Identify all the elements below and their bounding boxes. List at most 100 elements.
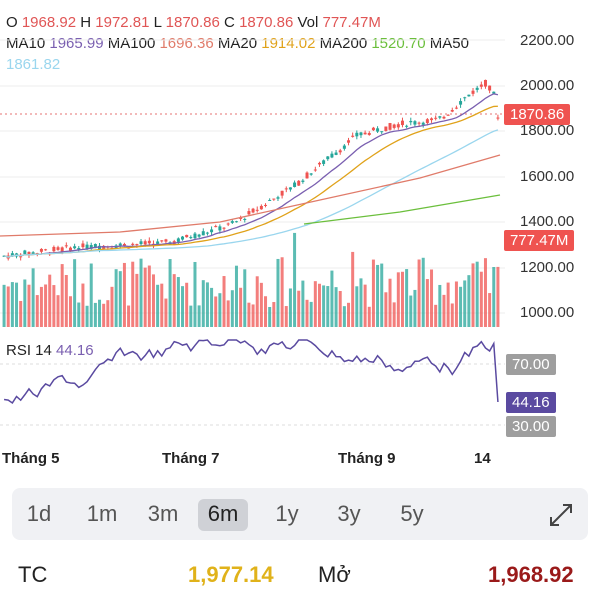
rsi-line	[3, 339, 499, 404]
candle-body	[60, 247, 64, 252]
volume-bar	[459, 286, 463, 327]
price-chart[interactable]	[0, 0, 600, 440]
volume-bar	[280, 257, 284, 327]
open-label: O	[6, 14, 18, 31]
candle-body	[363, 132, 367, 135]
tab-6m[interactable]: 6m	[198, 499, 248, 531]
volume-bar	[351, 251, 355, 327]
candle-body	[317, 162, 321, 165]
ma20-value: 1914.02	[261, 35, 316, 52]
volume-bar	[44, 284, 48, 327]
ma10-label: MA10	[6, 35, 46, 52]
candle-body	[139, 241, 143, 245]
expand-arrows-icon[interactable]	[548, 502, 574, 528]
candle-body	[301, 180, 305, 182]
close-value: 1870.86	[239, 14, 294, 31]
candle-body	[421, 122, 425, 125]
candle-body	[371, 127, 375, 131]
tab-3m[interactable]: 3m	[147, 501, 179, 526]
candle-body	[483, 79, 487, 87]
candle-body	[459, 101, 463, 105]
candle-body	[197, 234, 201, 237]
volume-bar	[205, 282, 209, 327]
candle-body	[64, 245, 68, 247]
volume-bar	[259, 282, 263, 327]
volume-bar	[197, 305, 201, 327]
ma200-label: MA200	[319, 35, 368, 52]
volume-bar	[425, 279, 429, 327]
ma10-value: 1965.99	[49, 35, 104, 52]
volume-bar	[222, 276, 226, 327]
volume-bar	[450, 303, 454, 327]
volume-bar	[27, 284, 31, 327]
tab-3y[interactable]: 3y	[337, 501, 361, 526]
volume-bar	[322, 285, 326, 327]
candle-body	[19, 256, 23, 258]
candle-body	[251, 208, 255, 213]
candle-body	[405, 125, 409, 127]
candle-body	[118, 243, 122, 246]
candle-body	[326, 156, 330, 160]
candle-body	[284, 188, 288, 190]
volume-bar	[268, 306, 272, 327]
month-label: Tháng 9	[338, 450, 396, 467]
candle-body	[81, 243, 85, 248]
tab-5y[interactable]: 5y	[400, 501, 424, 526]
candle-body	[488, 85, 492, 91]
candle-body	[176, 238, 180, 242]
candle-body	[27, 251, 31, 255]
volume-bar	[189, 305, 193, 327]
volume-bar	[122, 262, 126, 327]
volume-bar	[131, 261, 135, 327]
last-volume-tag: 777.47M	[504, 230, 575, 251]
volume-bar	[185, 282, 189, 327]
volume-bar	[214, 296, 218, 327]
candle-body	[93, 244, 97, 249]
volume-bar	[2, 284, 6, 327]
ma100-value: 1696.36	[159, 35, 214, 52]
volume-bar	[243, 269, 247, 327]
candle-body	[376, 128, 380, 132]
volume-bar	[193, 261, 197, 327]
candle-body	[222, 227, 226, 229]
tab-1y[interactable]: 1y	[275, 501, 299, 526]
volume-bar	[172, 274, 176, 327]
volume-bar	[230, 290, 234, 327]
volume-bar	[118, 271, 122, 327]
volume-bar	[338, 291, 342, 327]
candle-body	[450, 109, 454, 112]
candle-body	[218, 226, 222, 231]
candle-body	[264, 204, 268, 206]
candle-body	[288, 187, 292, 190]
candle-body	[44, 249, 48, 251]
volume-bar	[363, 284, 367, 327]
tab-1m[interactable]: 1m	[86, 501, 118, 526]
price-axis-label: 1200.00	[520, 259, 575, 276]
last-price-tag: 1870.86	[504, 104, 571, 125]
volume-bar	[380, 263, 384, 327]
volume-bar	[39, 286, 43, 327]
volume-bar	[297, 290, 301, 327]
ma50-value: 1861.82	[6, 56, 61, 73]
candle-body	[471, 90, 475, 94]
candle-body	[355, 132, 359, 137]
volume-bar	[23, 279, 27, 327]
candle-body	[409, 120, 413, 123]
tc-value: 1,977.14	[188, 562, 274, 587]
volume-bar	[446, 282, 450, 327]
ma200-line	[303, 194, 501, 225]
candle-body	[272, 198, 276, 200]
volume-bar	[359, 278, 363, 327]
volume-bar	[226, 300, 230, 327]
tab-1d[interactable]: 1d	[26, 501, 52, 526]
volume-bar	[463, 280, 467, 327]
candle-body	[413, 121, 417, 125]
volume-bar	[239, 287, 243, 327]
ma50-line	[3, 129, 499, 258]
volume-bar	[305, 299, 309, 327]
volume-bar	[114, 269, 118, 327]
candle-body	[342, 145, 346, 149]
candle-body	[475, 87, 479, 90]
candle-body	[205, 232, 209, 234]
candle-body	[417, 122, 421, 124]
